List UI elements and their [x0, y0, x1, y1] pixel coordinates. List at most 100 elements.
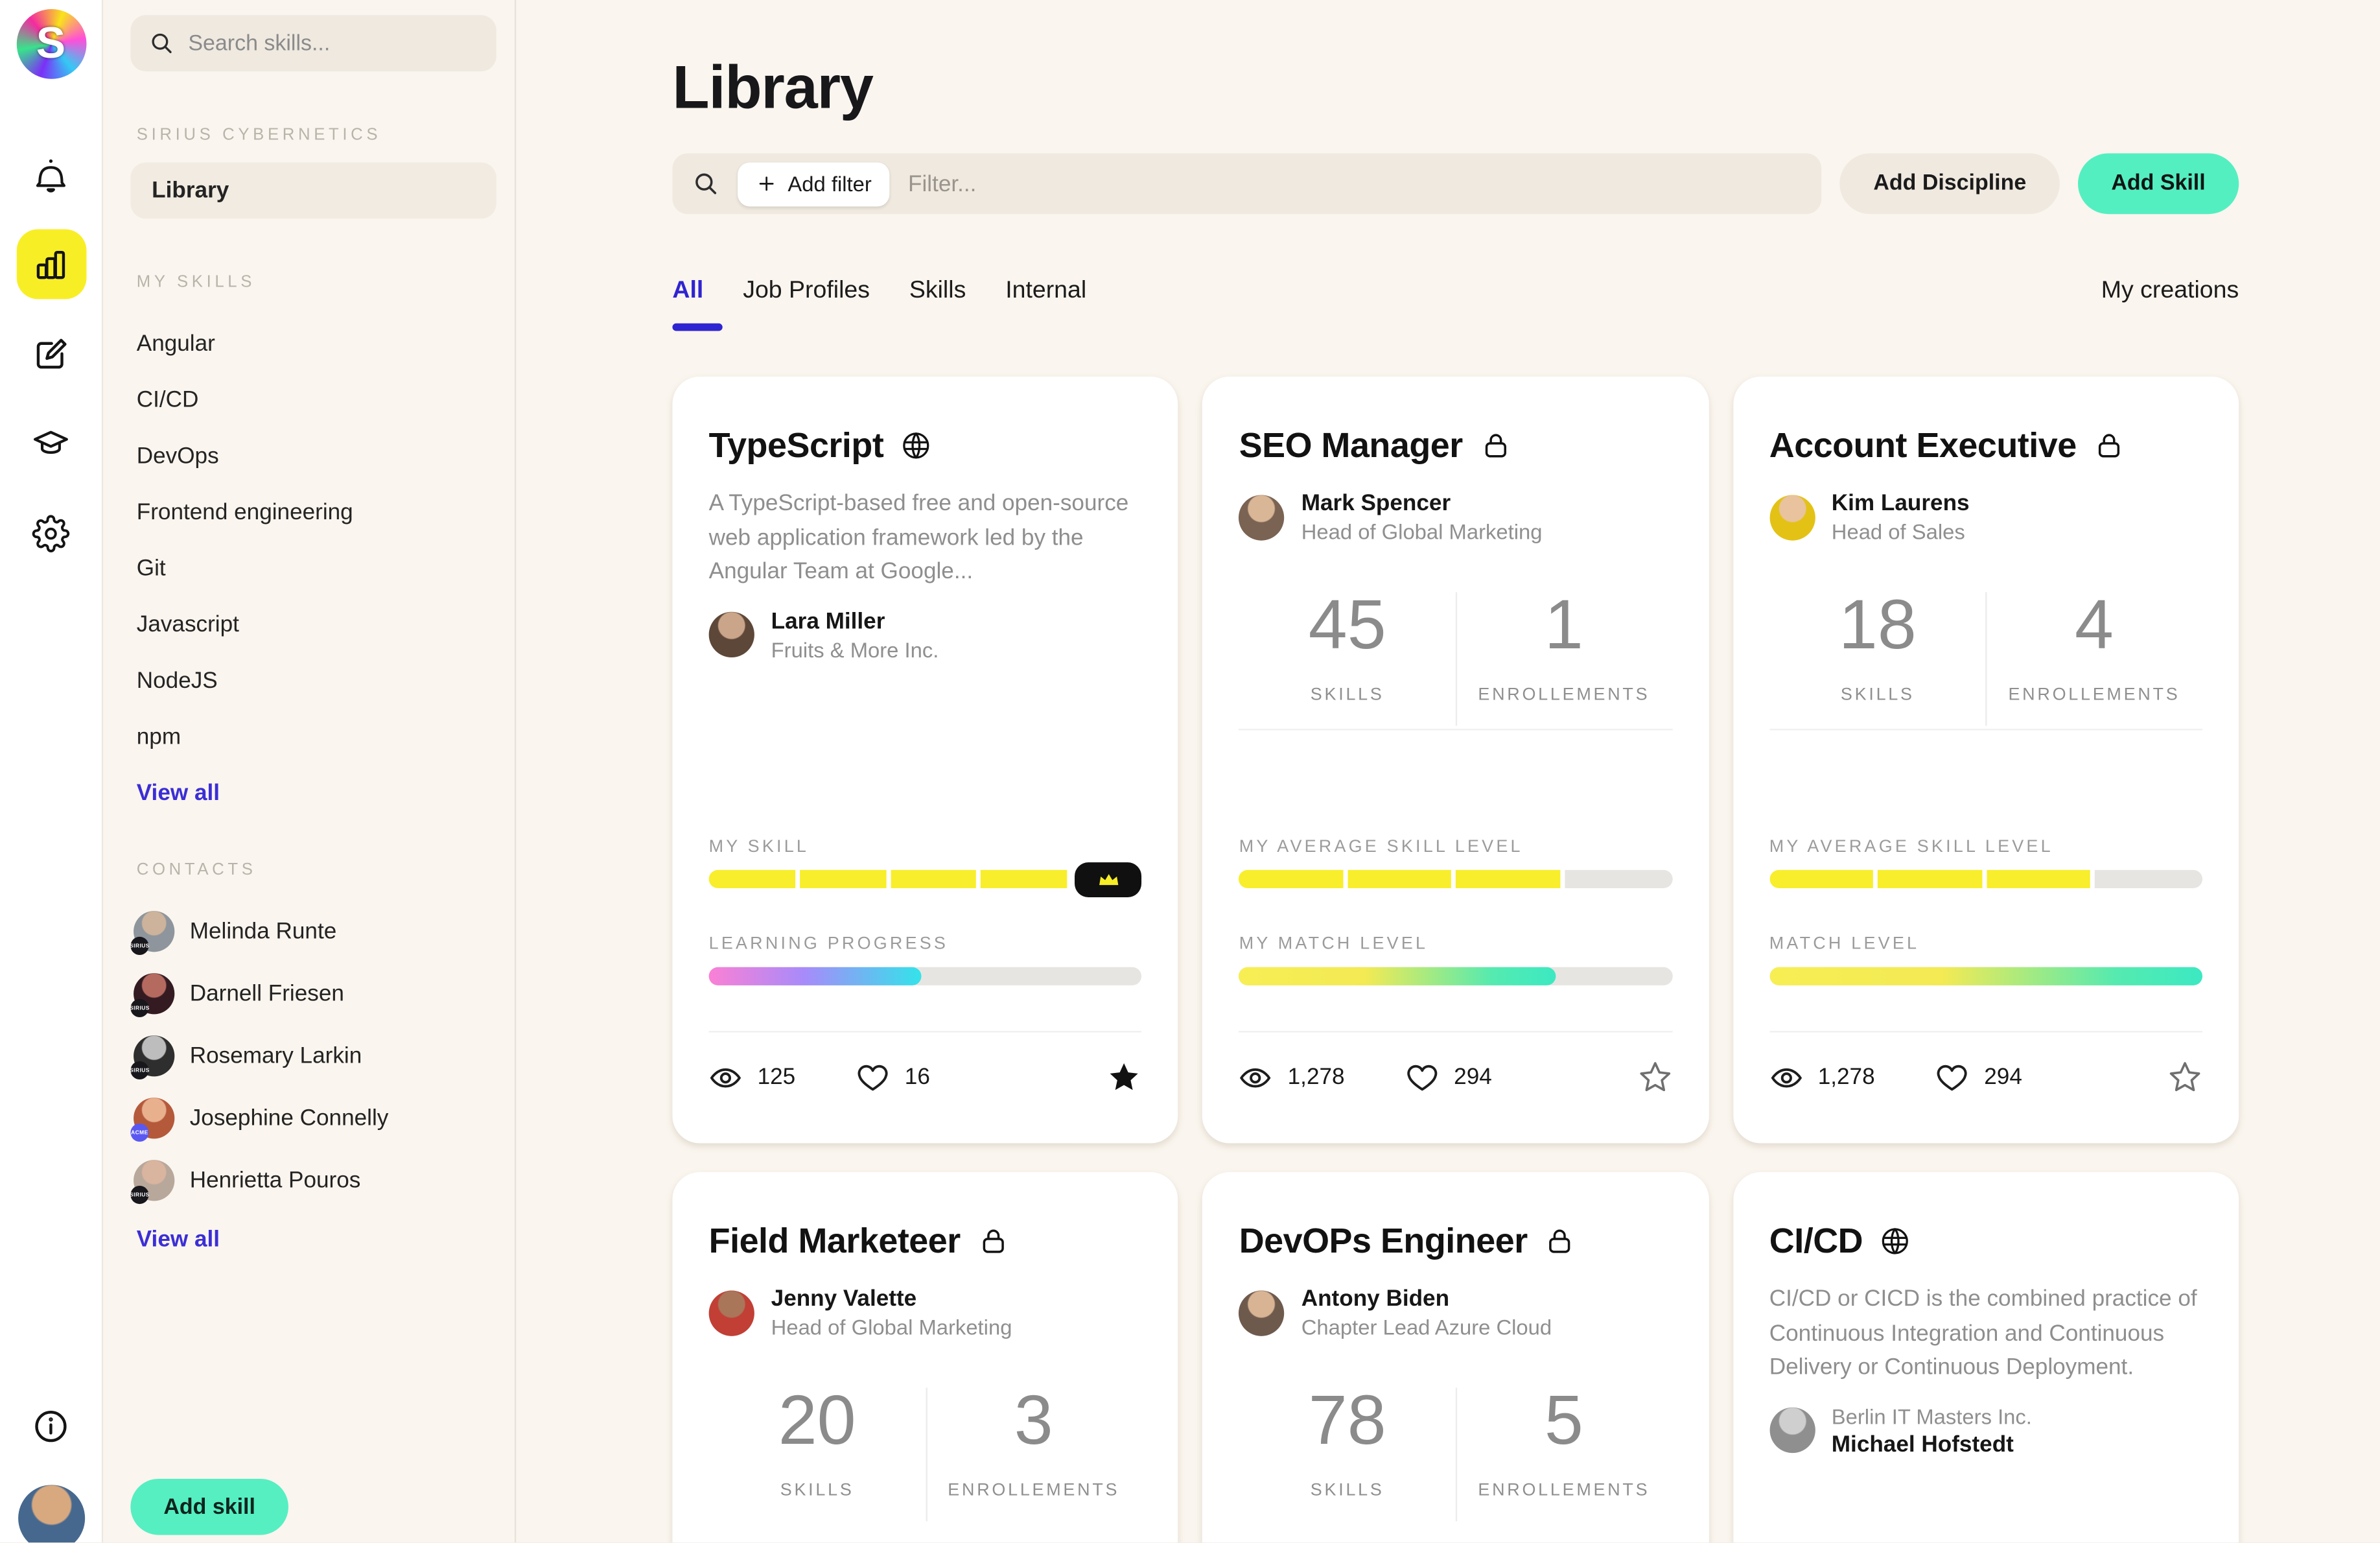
- heart-icon: [1405, 1061, 1439, 1094]
- tab-internal[interactable]: Internal: [1005, 278, 1086, 305]
- likes-count: 294: [1454, 1065, 1492, 1090]
- compose-button[interactable]: [16, 319, 86, 389]
- settings-button[interactable]: [16, 498, 86, 568]
- person-name: Antony Biden: [1301, 1286, 1552, 1312]
- card-owner[interactable]: Berlin IT Masters Inc. Michael Hofstedt: [1769, 1404, 2202, 1457]
- skill-segment: [800, 870, 886, 888]
- contact-henrietta-pouros[interactable]: SIRIUS Henrietta Pouros: [130, 1149, 496, 1212]
- add-discipline-button[interactable]: Add Discipline: [1840, 154, 2060, 215]
- sidebar-item-angular[interactable]: Angular: [130, 316, 496, 372]
- card-owner[interactable]: Jenny Valette Head of Global Marketing: [709, 1286, 1142, 1339]
- search-input[interactable]: [188, 31, 478, 55]
- avatar: [1239, 1290, 1285, 1335]
- add-skill-button[interactable]: Add Skill: [2078, 154, 2239, 215]
- app-logo[interactable]: S: [16, 9, 86, 79]
- skills-count: 45: [1239, 583, 1456, 665]
- person-company: Berlin IT Masters Inc.: [1832, 1404, 2032, 1428]
- heart-icon: [856, 1061, 890, 1094]
- filter-bar[interactable]: Add filter: [672, 154, 1821, 215]
- notifications-button[interactable]: [16, 139, 86, 209]
- card-cicd[interactable]: CI/CD CI/CD or CICD is the combined prac…: [1733, 1172, 2239, 1542]
- likes-stat[interactable]: 294: [1935, 1061, 2022, 1094]
- card-title: CI/CD: [1769, 1221, 1863, 1262]
- card-counters: 45SKILLS 1ENROLLEMENTS: [1239, 583, 1672, 704]
- add-skill-button-sidebar[interactable]: Add skill: [130, 1479, 288, 1535]
- card-devops-engineer[interactable]: DevOPs Engineer Antony Biden Chapter Lea…: [1203, 1172, 1709, 1542]
- favorite-star-outline[interactable]: [1637, 1060, 1672, 1095]
- tab-skills[interactable]: Skills: [909, 278, 966, 305]
- user-avatar[interactable]: [18, 1485, 84, 1542]
- library-analytics-button[interactable]: [16, 230, 86, 300]
- tab-all[interactable]: All: [672, 278, 703, 305]
- views-count: 1,278: [1818, 1065, 1875, 1090]
- card-owner[interactable]: Kim Laurens Head of Sales: [1769, 490, 2202, 543]
- views-count: 1,278: [1288, 1065, 1345, 1090]
- card-seo-manager[interactable]: SEO Manager Mark Spencer Head of Global …: [1203, 377, 1709, 1144]
- org-badge: SIRIUS: [130, 1186, 148, 1204]
- globe-icon: [1880, 1225, 1911, 1257]
- org-badge: SIRIUS: [130, 999, 148, 1017]
- sidebar-item-cicd[interactable]: CI/CD: [130, 372, 496, 429]
- skill-segment: [1987, 870, 2090, 888]
- sidebar-item-library[interactable]: Library: [130, 163, 496, 219]
- card-counters: 20SKILLS 3ENROLLEMENTS: [709, 1378, 1142, 1500]
- enrollments-count: 1: [1456, 583, 1672, 665]
- enrollments-label: ENROLLEMENTS: [1456, 1482, 1672, 1500]
- views-stat: 1,278: [1769, 1061, 1875, 1094]
- likes-stat[interactable]: 16: [856, 1061, 930, 1094]
- likes-stat[interactable]: 294: [1405, 1061, 1492, 1094]
- sidebar-item-npm[interactable]: npm: [130, 709, 496, 766]
- contacts-section-label: CONTACTS: [137, 861, 496, 879]
- sidebar-item-git[interactable]: Git: [130, 541, 496, 597]
- avatar: SIRIUS: [134, 1035, 174, 1076]
- sidebar-item-nodejs[interactable]: NodeJS: [130, 653, 496, 709]
- my-skills-view-all-link[interactable]: View all: [137, 781, 496, 807]
- contact-josephine-connelly[interactable]: ACME Josephine Connelly: [130, 1087, 496, 1149]
- contact-rosemary-larkin[interactable]: SIRIUS Rosemary Larkin: [130, 1025, 496, 1087]
- bar-track: [2095, 870, 2202, 888]
- logo-letter: S: [36, 19, 65, 69]
- tab-my-creations[interactable]: My creations: [2101, 278, 2239, 305]
- add-filter-button[interactable]: Add filter: [738, 161, 890, 206]
- card-field-marketeer[interactable]: Field Marketeer Jenny Valette Head of Gl…: [672, 1172, 1178, 1542]
- filter-input[interactable]: [908, 171, 1802, 196]
- lock-icon: [1480, 430, 1511, 462]
- card-account-executive[interactable]: Account Executive Kim Laurens Head of Sa…: [1733, 377, 2239, 1144]
- enrollments-label: ENROLLEMENTS: [1456, 687, 1672, 705]
- lock-icon: [2094, 430, 2125, 462]
- person-role: Head of Global Marketing: [771, 1315, 1012, 1339]
- person-name: Michael Hofstedt: [1832, 1431, 2032, 1457]
- plus-icon: [756, 173, 777, 194]
- sidebar-item-frontend-engineering[interactable]: Frontend engineering: [130, 484, 496, 541]
- card-owner[interactable]: Lara Miller Fruits & More Inc.: [709, 608, 1142, 661]
- enrollments-count: 4: [1986, 583, 2202, 665]
- library-tabs: All Job Profiles Skills Internal My crea…: [672, 278, 2239, 305]
- favorite-star-outline[interactable]: [2167, 1060, 2202, 1095]
- tab-job-profiles[interactable]: Job Profiles: [743, 278, 870, 305]
- contact-melinda-runte[interactable]: SIRIUS Melinda Runte: [130, 901, 496, 963]
- main-content: Library Add filter Add Discipline Add Sk…: [516, 0, 2380, 1542]
- avatar: ACME: [134, 1098, 174, 1138]
- card-owner[interactable]: Mark Spencer Head of Global Marketing: [1239, 490, 1672, 543]
- card-typescript[interactable]: TypeScript A TypeScript-based free and o…: [672, 377, 1178, 1144]
- favorite-star-filled[interactable]: [1107, 1060, 1142, 1095]
- help-button[interactable]: [16, 1391, 86, 1461]
- learning-button[interactable]: [16, 408, 86, 478]
- skill-segment: [981, 870, 1068, 888]
- card-title: Account Executive: [1769, 425, 2077, 466]
- avatar: SIRIUS: [134, 1160, 174, 1201]
- star-icon: [1637, 1060, 1672, 1095]
- sidebar-item-devops[interactable]: DevOps: [130, 428, 496, 484]
- card-owner[interactable]: Antony Biden Chapter Lead Azure Cloud: [1239, 1286, 1672, 1339]
- contact-darnell-friesen[interactable]: SIRIUS Darnell Friesen: [130, 963, 496, 1025]
- skill-segment: [891, 870, 977, 888]
- card-description: CI/CD or CICD is the combined practice o…: [1769, 1283, 2202, 1385]
- skills-search[interactable]: [130, 15, 496, 71]
- contacts-view-all-link[interactable]: View all: [137, 1227, 496, 1253]
- divider: [1769, 729, 2202, 730]
- avatar: [1769, 494, 1815, 539]
- sidebar-item-javascript[interactable]: Javascript: [130, 596, 496, 653]
- views-count: 125: [758, 1065, 796, 1090]
- app-window: S SIRIUS CYBERNETICS Library MY SKILLS A…: [0, 0, 2380, 1542]
- progress-fill: [709, 967, 921, 985]
